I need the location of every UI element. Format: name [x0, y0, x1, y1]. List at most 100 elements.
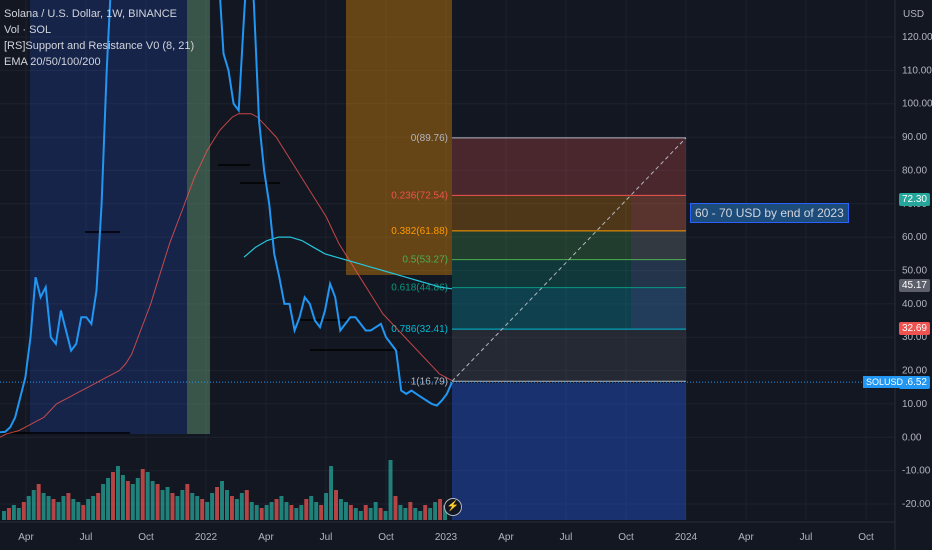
volume-bar: [299, 505, 304, 520]
x-tick-label: Apr: [498, 532, 514, 543]
volume-bar: [423, 505, 428, 520]
y-tick-label: 100.00: [902, 99, 932, 110]
volume-bar: [26, 496, 31, 520]
symbol-badge: SOLUSD: [863, 376, 907, 388]
volume-bar: [96, 493, 101, 520]
volume-bar: [334, 490, 338, 520]
legend-title: Solana / U.S. Dollar, 1W, BINANCE: [4, 8, 178, 20]
volume-bar: [71, 499, 76, 520]
volume-bar: [2, 511, 6, 520]
volume-bar: [348, 505, 353, 520]
volume-bar: [428, 508, 433, 520]
y-tick-label: 30.00: [902, 332, 927, 343]
volume-bar: [229, 496, 234, 520]
volume-bar: [388, 460, 393, 520]
y-tick-label: 10.00: [902, 399, 927, 410]
fib-level-label: 0.382(61.88): [391, 226, 448, 237]
volume-bar: [373, 502, 378, 520]
y-tick-label: 40.00: [902, 299, 927, 310]
x-tick-label: Apr: [738, 532, 754, 543]
volume-bar: [200, 499, 205, 520]
volume-bar: [254, 505, 259, 520]
x-tick-label: 2024: [675, 532, 698, 543]
volume-bar: [61, 496, 66, 520]
volume-bar: [244, 490, 249, 520]
volume-bar: [11, 505, 16, 520]
volume-bar: [393, 496, 398, 520]
volume-bar: [160, 490, 165, 520]
price-badge-last: 16.52: [898, 376, 930, 389]
volume-bar: [115, 466, 120, 520]
volume-bar: [324, 493, 329, 520]
volume-bar: [383, 511, 388, 520]
volume-bar: [363, 505, 368, 520]
y-tick-label: 110.00: [902, 65, 932, 76]
volume-bar: [155, 484, 160, 520]
fib-zone: [452, 230, 686, 260]
x-tick-label: Apr: [258, 532, 274, 543]
zone-green: [187, 0, 210, 434]
volume-bar: [165, 487, 170, 520]
lightning-icon[interactable]: ⚡: [444, 498, 462, 516]
price-badge-target: 72.30: [898, 193, 930, 206]
volume-bar: [150, 481, 155, 520]
x-tick-label: Jul: [80, 532, 93, 543]
fib-zone: [452, 287, 686, 330]
volume-bar: [135, 478, 140, 520]
fib-zone: [452, 259, 686, 288]
volume-bar: [418, 511, 423, 520]
fib-zone: [452, 195, 686, 231]
volume-bar: [319, 505, 324, 520]
volume-bar: [31, 490, 36, 520]
volume-bar: [284, 502, 289, 520]
volume-bar: [46, 496, 51, 520]
volume-bar: [215, 487, 220, 520]
volume-bar: [413, 508, 418, 520]
volume-bar: [368, 508, 373, 520]
volume-bar: [225, 490, 229, 520]
volume-bar: [403, 508, 408, 520]
volume-bar: [111, 472, 115, 520]
volume-bar: [358, 511, 363, 520]
x-tick-label: Apr: [18, 532, 34, 543]
volume-bar: [210, 493, 215, 520]
target-annotation[interactable]: 60 - 70 USD by end of 2023: [690, 203, 849, 223]
ema-mid-line: [243, 236, 453, 290]
volume-bar: [234, 499, 239, 520]
volume-bar: [180, 490, 185, 520]
x-tick-label: Oct: [858, 532, 874, 543]
volume-bar: [145, 472, 150, 520]
fib-zone: [452, 329, 686, 382]
y-tick-label: 50.00: [902, 266, 927, 277]
volume-bar: [56, 502, 61, 520]
volume-bar: [408, 502, 413, 520]
chart-legend: Solana / U.S. Dollar, 1W, BINANCE Vol · …: [4, 6, 194, 70]
volume-bar: [269, 502, 274, 520]
volume-bar: [66, 493, 71, 520]
legend-volume: Vol · SOL: [4, 24, 52, 36]
volume-bar: [125, 481, 130, 520]
volume-bar: [190, 493, 195, 520]
volume-bar: [106, 478, 111, 520]
trend-dashed-line: [451, 137, 687, 382]
zone-orange: [346, 0, 452, 275]
x-tick-label: Jul: [560, 532, 573, 543]
price-badge-level3: 32.69: [898, 322, 930, 335]
fib-zone: [452, 137, 686, 196]
volume-bar: [264, 505, 269, 520]
volume-bar: [76, 502, 81, 520]
volume-bar: [338, 499, 343, 520]
volume-bar: [304, 499, 309, 520]
volume-bar: [438, 499, 443, 520]
volume-bar: [239, 493, 244, 520]
volume-bar: [6, 508, 11, 520]
volume-bar: [185, 484, 190, 520]
x-tick-label: Oct: [378, 532, 394, 543]
volume-bar: [91, 496, 96, 520]
legend-indicator-sr: [RS]Support and Resistance V0 (8, 21): [4, 40, 195, 52]
volume-bar: [36, 484, 41, 520]
y-tick-label: 60.00: [902, 232, 927, 243]
fib-level-label: 0.5(53.27): [402, 255, 448, 266]
volume-bar: [309, 496, 314, 520]
